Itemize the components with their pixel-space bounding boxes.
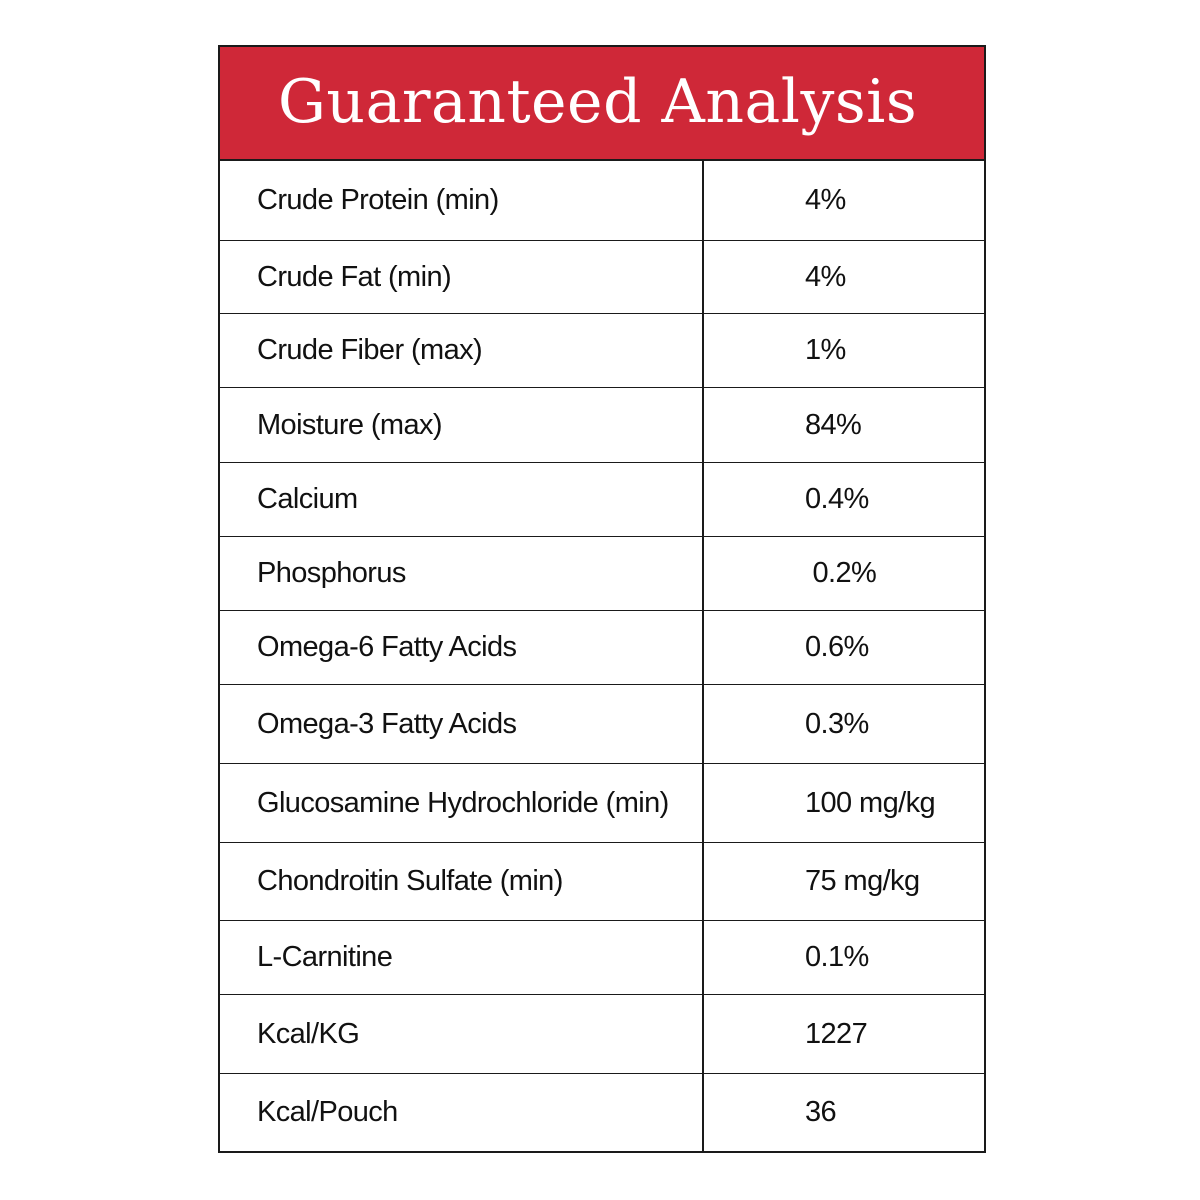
table-row: Glucosamine Hydrochloride (min) 100 mg/kg [220, 764, 984, 843]
table-title: Guaranteed Analysis [278, 67, 918, 137]
nutrient-value: 1227 [805, 1017, 868, 1050]
nutrient-name: Calcium [220, 463, 704, 536]
nutrient-value: 1% [805, 334, 846, 366]
nutrient-value: 0.6% [805, 631, 869, 663]
table-row: Kcal/Pouch 36 [220, 1074, 984, 1151]
nutrient-value: 0.2% [805, 557, 877, 589]
nutrient-name: Crude Fat (min) [220, 241, 704, 313]
table-row: Kcal/KG 1227 [220, 995, 984, 1074]
table-row: Crude Protein (min) 4% [220, 161, 984, 241]
table-row: Calcium 0.4% [220, 463, 984, 537]
guaranteed-analysis-table: Guaranteed Analysis Crude Protein (min) 4… [218, 45, 986, 1153]
nutrient-name: Moisture (max) [220, 388, 704, 462]
nutrient-name: Glucosamine Hydrochloride (min) [220, 764, 704, 842]
nutrient-value: 0.4% [805, 483, 869, 515]
nutrient-value: 4% [805, 184, 846, 216]
table-row: Chondroitin Sulfate (min) 75 mg/kg [220, 843, 984, 921]
nutrient-name: Omega-3 Fatty Acids [220, 685, 704, 763]
nutrient-value: 36 [805, 1096, 837, 1128]
table-row: Moisture (max) 84% [220, 388, 984, 463]
nutrient-value: 0.1% [805, 941, 869, 973]
table-row: L-Carnitine 0.1% [220, 921, 984, 995]
table-row: Crude Fiber (max) 1% [220, 314, 984, 388]
nutrient-name: Kcal/KG [220, 995, 704, 1073]
nutrient-name: Crude Fiber (max) [220, 314, 704, 387]
nutrient-name: Chondroitin Sulfate (min) [220, 843, 704, 920]
table-row: Omega-3 Fatty Acids 0.3% [220, 685, 984, 764]
nutrient-value: 4% [805, 260, 846, 293]
nutrient-name: Omega-6 Fatty Acids [220, 611, 704, 684]
table-header: Guaranteed Analysis [220, 47, 984, 161]
nutrient-name: L-Carnitine [220, 921, 704, 994]
table-row: Omega-6 Fatty Acids 0.6% [220, 611, 984, 685]
nutrient-value: 0.3% [805, 707, 869, 740]
table-body: Crude Protein (min) 4% Crude Fat (min) 4% Cr… [220, 161, 984, 1151]
nutrient-value: 84% [805, 408, 862, 441]
nutrient-name: Crude Protein (min) [220, 161, 704, 240]
table-row: Phosphorus 0.2% [220, 537, 984, 611]
nutrient-value: 75 mg/kg [805, 865, 920, 897]
nutrient-name: Kcal/Pouch [220, 1074, 704, 1151]
nutrient-value: 100 mg/kg [805, 786, 936, 819]
nutrient-name: Phosphorus [220, 537, 704, 610]
table-row: Crude Fat (min) 4% [220, 241, 984, 314]
